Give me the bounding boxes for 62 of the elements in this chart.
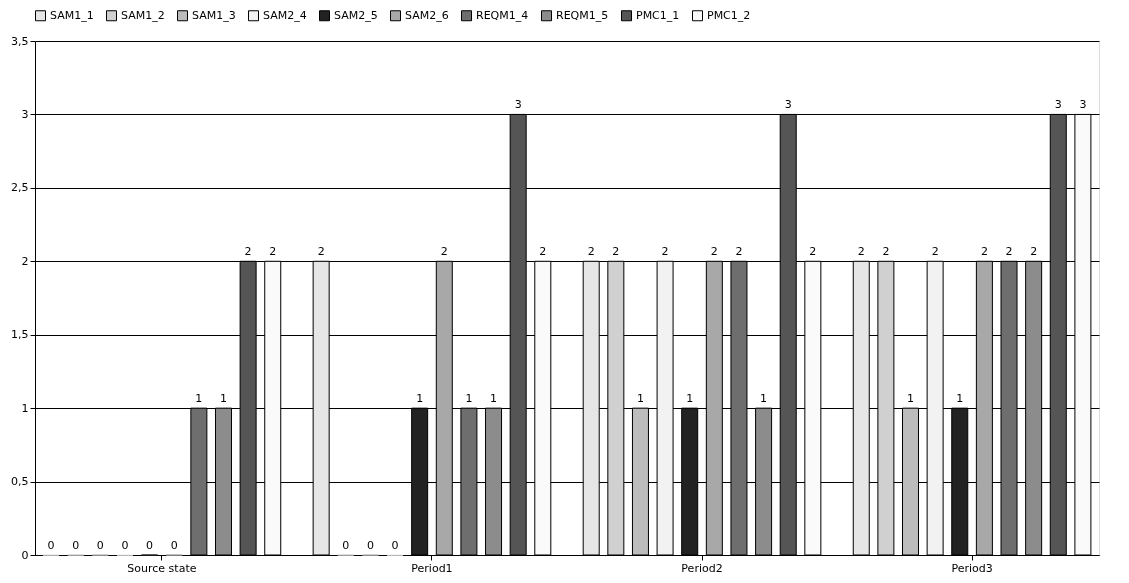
legend-label: SAM1_1 (50, 8, 94, 22)
data-label: 2 (587, 245, 595, 259)
data-label: 2 (612, 245, 620, 259)
data-label: 2 (980, 245, 988, 259)
data-label: 1 (465, 392, 473, 406)
data-label: 3 (1054, 98, 1062, 112)
data-label: 3 (514, 98, 522, 112)
y-tick-label: 2 (21, 254, 29, 268)
data-label: 1 (907, 392, 915, 406)
y-tick-label: 0 (21, 548, 29, 562)
data-label: 0 (121, 539, 129, 552)
data-label: 3 (1079, 98, 1087, 112)
data-label: 0 (391, 539, 399, 552)
data-label: 2 (269, 245, 277, 259)
data-label: 3 (784, 98, 792, 112)
data-label: 2 (1030, 245, 1038, 259)
data-label: 2 (735, 245, 743, 259)
y-tick-label: 1,5 (11, 328, 29, 342)
legend-label: REQM1_5 (556, 8, 609, 22)
data-label: 1 (636, 392, 644, 406)
data-label: 2 (1005, 245, 1013, 259)
y-tick-label: 2,5 (11, 181, 29, 195)
legend-label: SAM2_5 (334, 8, 378, 22)
legend-label: PMC1_1 (636, 8, 680, 22)
x-tick-label: Period2 (681, 561, 723, 575)
x-tick-label: Period1 (411, 561, 453, 575)
data-label: 0 (366, 539, 374, 552)
data-label: 2 (539, 245, 547, 259)
data-label: 0 (170, 539, 178, 552)
data-label: 2 (317, 245, 325, 259)
data-label: 2 (244, 245, 252, 259)
data-label: 0 (96, 539, 104, 552)
data-label: 1 (686, 392, 694, 406)
data-label: 0 (47, 539, 55, 552)
data-label: 2 (931, 245, 939, 259)
data-label: 0 (146, 539, 154, 552)
y-tick-label: 3 (21, 107, 29, 121)
data-label: 2 (710, 245, 718, 259)
legend-label: SAM1_2 (121, 8, 165, 22)
data-label: 1 (760, 392, 768, 406)
y-tick-label: 3,5 (11, 34, 29, 48)
data-label: 0 (72, 539, 80, 552)
legend-label: PMC1_2 (707, 8, 751, 22)
data-label: 0 (342, 539, 350, 552)
data-label: 1 (956, 392, 964, 406)
legend-label: SAM2_6 (405, 8, 449, 22)
data-label: 1 (219, 392, 227, 406)
x-tick-label: Source state (127, 561, 197, 575)
data-label: 2 (440, 245, 448, 259)
data-label: 1 (490, 392, 498, 406)
data-label: 2 (857, 245, 865, 259)
data-label: 1 (195, 392, 203, 406)
data-label: 2 (661, 245, 669, 259)
y-tick-label: 0,5 (11, 475, 29, 489)
data-label: 2 (809, 245, 817, 259)
x-tick-label: Period3 (951, 561, 993, 575)
legend-label: SAM1_3 (192, 8, 236, 22)
legend-label: REQM1_4 (476, 8, 529, 22)
y-tick-label: 1 (21, 401, 29, 415)
data-label: 1 (416, 392, 424, 406)
data-label: 2 (882, 245, 890, 259)
legend-label: SAM2_4 (263, 8, 307, 22)
